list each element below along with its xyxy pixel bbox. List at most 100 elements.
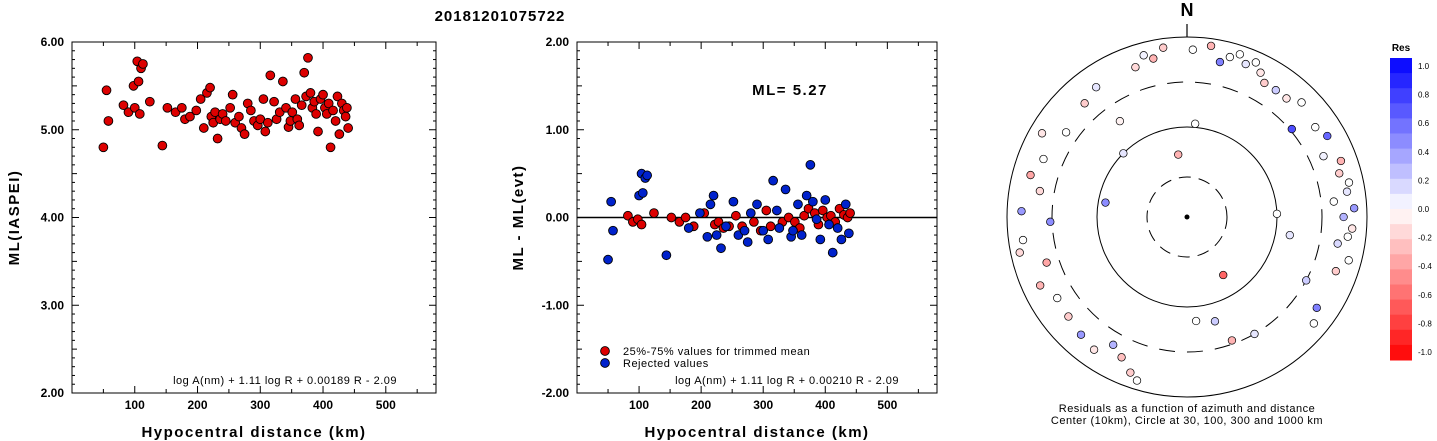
station-marker — [1331, 267, 1340, 276]
station-marker — [1035, 186, 1045, 196]
station-marker — [1312, 303, 1321, 313]
data-point — [788, 225, 798, 236]
data-point — [162, 102, 173, 113]
station-marker — [1344, 256, 1353, 265]
data-point — [332, 91, 343, 102]
station-marker — [1227, 336, 1237, 345]
station-marker — [1126, 368, 1135, 377]
colorbar-label: -0.4 — [1418, 262, 1432, 271]
data-point — [191, 105, 202, 116]
colorbar-segment — [1390, 118, 1412, 134]
station-marker — [1037, 129, 1047, 138]
legend-marker — [600, 358, 610, 368]
data-point — [721, 221, 731, 232]
colorbar-segment — [1390, 163, 1412, 180]
ml-value: ML= 5.27 — [752, 82, 828, 99]
data-point — [820, 195, 831, 205]
station-marker — [1115, 117, 1125, 126]
station-marker — [1285, 230, 1294, 240]
data-point — [205, 82, 215, 93]
station-marker — [1344, 178, 1354, 187]
x-tick-label: 300 — [250, 398, 270, 412]
data-point — [296, 100, 307, 111]
x-axis-label: Hypocentral distance (km) — [141, 424, 366, 441]
data-point — [739, 225, 750, 236]
station-marker — [1311, 123, 1320, 132]
data-point — [220, 116, 231, 126]
x-tick-label: 500 — [877, 398, 897, 412]
formula-annotation: log A(nm) + 1.11 log R + 0.00189 R - 2.0… — [173, 375, 397, 387]
data-point — [258, 94, 269, 104]
data-point — [118, 100, 129, 111]
station-marker — [1343, 232, 1352, 241]
data-point — [290, 94, 301, 104]
data-point — [666, 212, 677, 223]
station-marker — [1191, 119, 1200, 128]
data-point — [742, 237, 753, 247]
data-point — [642, 170, 652, 181]
data-point — [836, 234, 847, 245]
colorbar-label: 0.2 — [1418, 176, 1430, 185]
data-point — [246, 105, 256, 116]
y-tick-label: 1.00 — [546, 123, 570, 137]
station-marker — [1297, 98, 1306, 107]
colorbar-segment — [1390, 284, 1412, 301]
station-marker — [1061, 128, 1071, 137]
data-point — [311, 109, 321, 119]
colorbar-segment — [1390, 193, 1412, 210]
data-point — [799, 210, 810, 221]
station-marker — [1323, 131, 1332, 141]
station-marker — [1210, 317, 1220, 326]
y-tick-label: 4.00 — [41, 211, 65, 225]
y-tick-label: 3.00 — [41, 298, 65, 312]
data-point — [824, 219, 834, 230]
data-point — [774, 223, 785, 233]
y-axis-label: ML(IASPEI) — [6, 170, 23, 266]
data-point — [745, 208, 756, 218]
data-point — [303, 52, 313, 63]
colorbar-segment — [1390, 209, 1412, 225]
station-marker — [1089, 345, 1099, 354]
station-marker — [1215, 57, 1225, 67]
x-tick-label: 400 — [815, 398, 835, 412]
data-point — [318, 89, 328, 100]
station-marker — [1251, 58, 1260, 67]
colorbar-segment — [1390, 178, 1412, 195]
colorbar-label: -0.2 — [1418, 234, 1432, 243]
data-point — [805, 160, 816, 170]
data-point — [716, 243, 726, 254]
data-point — [287, 107, 298, 118]
station-marker — [1191, 316, 1201, 326]
station-marker — [1342, 187, 1352, 196]
data-point — [695, 208, 705, 218]
data-point — [705, 199, 716, 210]
station-marker — [1053, 293, 1062, 303]
station-marker — [1271, 86, 1280, 95]
colorbar-label: -0.8 — [1418, 319, 1432, 328]
data-point — [845, 208, 855, 218]
colorbar-label: 0.6 — [1418, 119, 1430, 128]
colorbar-segment — [1390, 239, 1412, 255]
data-point — [98, 142, 109, 153]
data-point — [305, 88, 316, 98]
plot-frame-1 — [71, 41, 437, 394]
data-point — [606, 196, 616, 207]
data-point — [101, 85, 112, 96]
data-point — [844, 228, 854, 239]
station-marker — [1333, 239, 1342, 248]
colorbar-segment — [1390, 88, 1412, 104]
data-point — [134, 109, 145, 119]
station-marker — [1235, 50, 1244, 59]
data-point — [144, 96, 155, 107]
station-marker — [1015, 248, 1024, 257]
colorbar-label: 1.0 — [1418, 62, 1430, 71]
data-point — [761, 205, 772, 216]
data-point — [827, 247, 838, 258]
colorbar-segment — [1390, 148, 1412, 165]
data-point — [840, 199, 851, 210]
data-point — [198, 123, 209, 133]
station-marker — [1219, 270, 1228, 280]
x-tick-label: 300 — [753, 398, 773, 412]
data-point — [325, 142, 336, 153]
